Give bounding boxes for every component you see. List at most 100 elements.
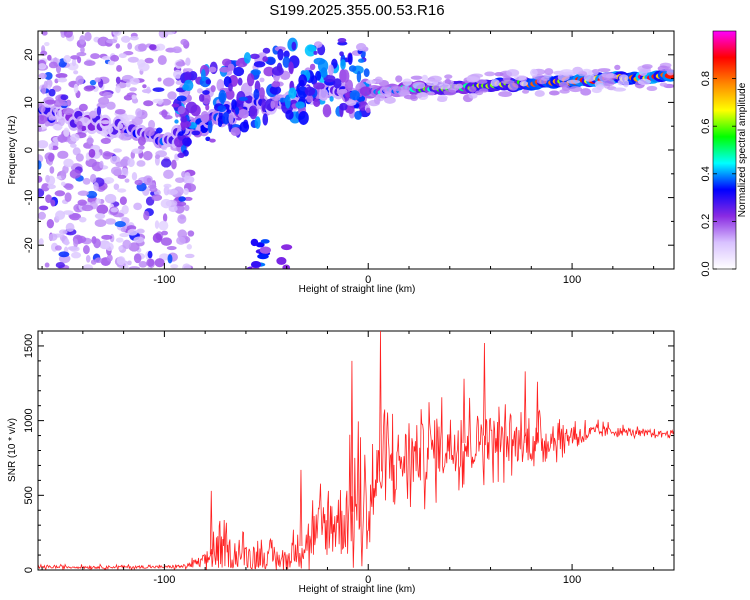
spectrogram-cell: [75, 75, 84, 86]
spectrogram-cell: [558, 81, 569, 88]
spectrogram-cell: [161, 109, 168, 118]
y-tick-label: 500: [23, 486, 35, 504]
spectrogram-cell: [131, 148, 143, 154]
spectrogram-cell: [127, 228, 138, 236]
spectrogram-cell: [160, 198, 172, 209]
spectrogram-cell: [177, 152, 185, 158]
spectrogram-cell: [313, 98, 321, 108]
spectrogram-cell: [48, 152, 55, 162]
spectrogram-cell: [78, 216, 87, 223]
spectrogram-cell: [94, 212, 106, 220]
spectrogram-cell: [200, 69, 206, 82]
spectrogram-cell: [177, 105, 186, 115]
spectrogram-cell: [163, 183, 172, 189]
spectrogram-cell: [45, 174, 50, 183]
spectrogram-cell: [259, 246, 272, 254]
spectrogram-cell: [64, 183, 74, 191]
spectrogram-cell: [105, 242, 114, 251]
spectrogram-cell: [55, 262, 65, 269]
spectrogram-cell: [52, 108, 58, 113]
spectrogram-cell: [38, 175, 43, 183]
figure-title: S199.2025.355.00.53.R16: [269, 2, 444, 19]
spectrogram-cell: [202, 90, 210, 95]
spectrogram-cell: [186, 244, 192, 250]
spectrogram-cell: [322, 104, 332, 118]
spectrogram-cell: [129, 77, 140, 85]
x-tick-label: 0: [365, 274, 371, 286]
spectrogram-cell: [114, 221, 126, 228]
spectrogram-cell: [597, 68, 611, 73]
spectrogram-cell: [70, 55, 80, 60]
spectrogram-cell: [38, 205, 49, 211]
spectrogram-cell: [116, 256, 126, 266]
spectrogram-cell: [601, 71, 615, 78]
spectrogram-cell: [102, 125, 114, 135]
spectrogram-cell: [106, 38, 118, 44]
spectrogram-cell: [80, 46, 85, 54]
spectrogram-cell: [63, 158, 74, 168]
spectrogram-cell: [146, 177, 152, 183]
spectrogram-cell: [580, 88, 592, 96]
spectrogram-cell: [82, 177, 91, 185]
colorbar-tick-label: 0.8: [700, 71, 712, 86]
spectrogram-cell: [374, 76, 383, 84]
spectrogram-cell: [70, 133, 80, 142]
spectrogram-cell: [191, 130, 201, 136]
spectrogram-cell: [282, 56, 291, 68]
colorbar-frame: [712, 30, 737, 270]
spectrogram-cell: [147, 250, 153, 259]
spectrogram-cell: [175, 80, 183, 85]
spectrogram-cell: [175, 61, 186, 67]
spectrogram-cell: [276, 256, 287, 265]
spectrogram-cell: [73, 70, 79, 75]
colorbar-tick-label: 0.0: [700, 261, 712, 276]
spectrogram-cell: [447, 83, 460, 92]
spectrogram-cell: [444, 78, 451, 85]
spectrogram-cell: [548, 90, 560, 96]
spectrogram-cell: [134, 179, 143, 186]
spectrogram-cell: [158, 220, 169, 231]
spectrogram-cell: [277, 48, 284, 61]
spectrogram-cell: [113, 183, 120, 190]
spectrogram-cell: [48, 88, 56, 97]
spectrogram-cell: [401, 85, 410, 92]
spectrogram-cell: [54, 190, 66, 197]
spectrogram-cell: [494, 72, 504, 77]
spectrogram-cell: [234, 106, 240, 115]
spectrogram-cell: [163, 185, 170, 196]
spectrogram-cell: [412, 81, 426, 89]
colorbar-label: Normalized spectral amplitude: [737, 82, 748, 217]
spectrogram-cell: [58, 251, 70, 258]
spectrogram-cell: [97, 36, 110, 47]
spectrogram-cell: [402, 78, 413, 86]
spectrogram-cell: [57, 77, 68, 83]
spectrogram-cell: [395, 75, 403, 83]
spectrogram-cell: [67, 246, 78, 251]
spectrogram-cell: [602, 78, 615, 87]
spectrogram-cell: [403, 94, 418, 100]
spectrogram-cell: [237, 77, 243, 86]
spectrogram-cell: [106, 254, 113, 262]
spectrogram-cell: [79, 34, 86, 45]
spectrogram-cell: [170, 264, 179, 269]
spectrogram-cell: [100, 137, 111, 145]
spectrogram-cell: [271, 66, 284, 76]
y-tick-label: 0: [23, 147, 35, 153]
spectrogram-cell: [468, 92, 478, 99]
spectrogram-cell: [318, 88, 329, 101]
spectrogram-cell: [44, 121, 51, 127]
y-tick-label: -20: [23, 237, 35, 253]
spectrogram-cell: [341, 69, 350, 83]
spectrogram-cell: [544, 68, 554, 76]
colorbar-tick-label: 0.6: [700, 119, 712, 134]
spectrogram-cell: [101, 56, 111, 61]
spectrogram-cell: [48, 61, 58, 69]
spectrogram-cell: [133, 202, 142, 211]
spectrogram-cell: [114, 108, 126, 115]
spectrogram-cell: [123, 114, 136, 120]
snr-peak: [350, 360, 354, 512]
spectrogram-cell: [83, 85, 94, 92]
spectrogram-cell: [120, 227, 127, 233]
snr-panel: -100 0 100 0 500 1000 1500 Height of straight…: [7, 330, 675, 595]
